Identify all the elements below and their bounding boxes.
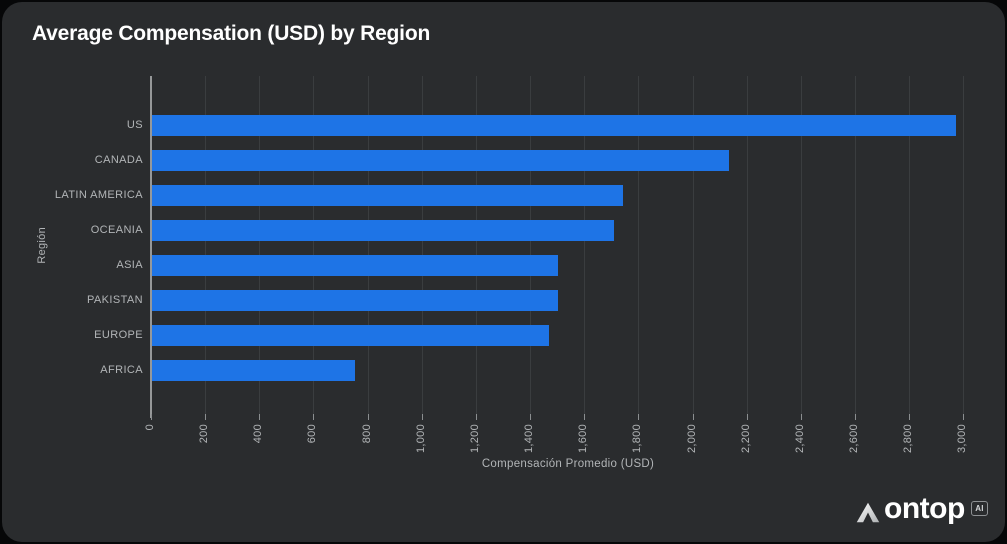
y-category-label: PAKISTAN bbox=[87, 294, 143, 306]
x-tick-mark bbox=[963, 414, 965, 420]
y-category-label: AFRICA bbox=[100, 364, 143, 376]
x-tick-label: 2,000 bbox=[685, 424, 698, 454]
chart-row-canada: CANADA bbox=[95, 143, 985, 178]
x-tick-mark bbox=[367, 414, 369, 420]
y-axis-title-wrap: Región bbox=[32, 76, 52, 414]
x-tick-mark bbox=[205, 414, 207, 420]
x-tick-mark bbox=[475, 414, 477, 420]
gridline bbox=[638, 76, 640, 414]
x-tick-mark bbox=[421, 414, 423, 420]
x-tick-mark bbox=[530, 414, 532, 420]
gridline bbox=[421, 76, 423, 414]
gridline bbox=[909, 76, 911, 414]
plot-area: US CANADA LATIN AMERICA OCEANIA ASIA PAKISTAN… bbox=[55, 76, 985, 453]
chart-row-africa: AFRICA bbox=[100, 353, 985, 388]
x-tick-mark bbox=[638, 414, 640, 420]
y-axis-title: Región bbox=[36, 226, 48, 264]
ontop-logo: ontop AI bbox=[854, 492, 990, 532]
x-axis-title: Compensación Promedio (USD) bbox=[481, 458, 655, 470]
gridline bbox=[475, 76, 477, 414]
x-tick-label: 400 bbox=[252, 424, 265, 444]
chart-row-pakistan: PAKISTAN bbox=[87, 283, 985, 318]
y-category-label: EUROPE bbox=[94, 329, 143, 341]
gridline bbox=[367, 76, 369, 414]
x-tick-label: 0 bbox=[144, 424, 156, 431]
chart-row-europe: EUROPE bbox=[94, 318, 985, 353]
x-tick-label: 1,600 bbox=[577, 424, 590, 454]
chart-row-asia: ASIA bbox=[116, 248, 985, 283]
bar-asia[interactable] bbox=[152, 255, 559, 276]
x-tick-mark bbox=[584, 414, 586, 420]
x-tick-mark bbox=[800, 414, 802, 420]
x-tick-label: 2,400 bbox=[793, 424, 806, 454]
gridline bbox=[746, 76, 748, 414]
bar-africa[interactable] bbox=[152, 360, 356, 381]
x-tick-mark bbox=[746, 414, 748, 420]
ai-badge: AI bbox=[971, 501, 988, 516]
x-tick-label: 1,800 bbox=[631, 424, 644, 454]
bar-pakistan[interactable] bbox=[152, 290, 559, 311]
chart-row-us: US bbox=[127, 108, 985, 143]
x-tick-label: 200 bbox=[198, 424, 211, 444]
x-tick-label: 800 bbox=[360, 424, 373, 444]
gridline bbox=[963, 76, 965, 414]
gridline bbox=[855, 76, 857, 414]
gridline bbox=[800, 76, 802, 414]
gridline bbox=[584, 76, 586, 414]
bar-us[interactable] bbox=[152, 115, 957, 136]
bar-oceania[interactable] bbox=[152, 220, 614, 241]
y-category-label: US bbox=[126, 119, 143, 131]
y-category-label: ASIA bbox=[116, 259, 143, 271]
x-tick-label: 1,200 bbox=[468, 424, 481, 454]
x-tick-mark bbox=[313, 414, 315, 420]
ontop-wordmark: ontop bbox=[884, 492, 965, 525]
chart-row-latin-america: LATIN AMERICA bbox=[55, 178, 985, 213]
bar-europe[interactable] bbox=[152, 325, 549, 346]
x-tick-label: 3,000 bbox=[956, 424, 969, 454]
gridline bbox=[530, 76, 532, 414]
x-tick-label: 1,400 bbox=[523, 424, 536, 454]
x-tick-mark bbox=[909, 414, 911, 420]
x-tick-mark bbox=[151, 414, 152, 420]
y-category-label: LATIN AMERICA bbox=[54, 189, 143, 201]
x-tick-mark bbox=[692, 414, 694, 420]
bar-canada[interactable] bbox=[152, 150, 729, 171]
gridline bbox=[205, 76, 207, 414]
x-tick-label: 2,600 bbox=[848, 424, 861, 454]
x-tick-label: 2,800 bbox=[902, 424, 915, 454]
y-axis-line bbox=[150, 76, 152, 418]
x-tick-label: 2,200 bbox=[739, 424, 752, 454]
x-tick-label: 600 bbox=[306, 424, 319, 444]
y-category-label: CANADA bbox=[94, 154, 143, 166]
y-category-label: OCEANIA bbox=[90, 224, 143, 236]
x-tick-mark bbox=[259, 414, 261, 420]
gridline bbox=[259, 76, 261, 414]
gridline bbox=[692, 76, 694, 414]
x-tick-mark bbox=[855, 414, 857, 420]
x-tick-label: 1,000 bbox=[414, 424, 427, 454]
chart-title: Average Compensation (USD) by Region bbox=[32, 22, 431, 45]
gridline bbox=[313, 76, 315, 414]
ontop-mountain-icon bbox=[856, 502, 880, 523]
bar-latin-america[interactable] bbox=[152, 185, 624, 206]
chart-row-oceania: OCEANIA bbox=[91, 213, 985, 248]
